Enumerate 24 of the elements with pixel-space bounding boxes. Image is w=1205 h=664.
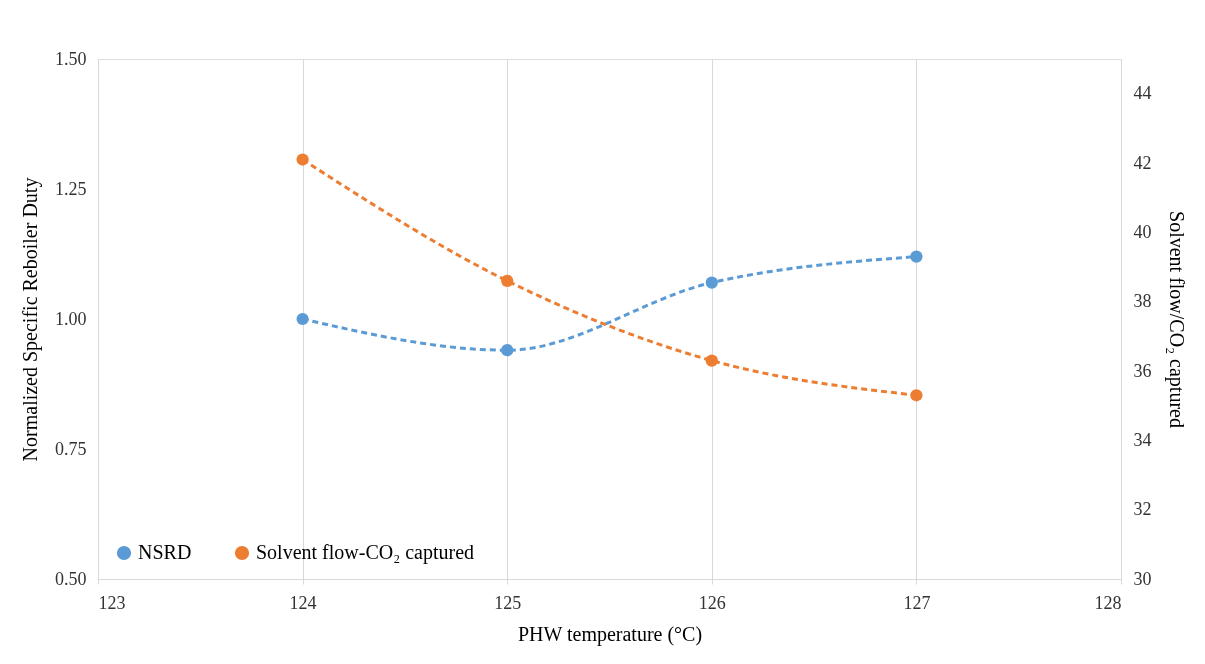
y2-tick-label: 40 bbox=[1133, 221, 1152, 242]
y-tick-label: 1.25 bbox=[55, 178, 87, 199]
y-tick-label: 0.50 bbox=[55, 568, 87, 589]
x-tick-label: 127 bbox=[903, 592, 931, 613]
y2-tick-label: 36 bbox=[1133, 360, 1152, 381]
x-tick-label: 124 bbox=[289, 592, 317, 613]
y2-tick-label: 42 bbox=[1133, 152, 1152, 173]
legend-label: NSRD bbox=[138, 541, 192, 563]
x-tick-label: 128 bbox=[1094, 592, 1122, 613]
y-axis-title: Normalized Specific Reboiler Duty bbox=[19, 177, 42, 462]
x-tick-label: 123 bbox=[98, 592, 126, 613]
y-tick-label: 1.00 bbox=[55, 308, 87, 329]
x-tick-label: 125 bbox=[494, 592, 522, 613]
y2-tick-label: 32 bbox=[1133, 499, 1152, 520]
y2-tick-label: 38 bbox=[1133, 291, 1152, 312]
y-tick-label: 0.75 bbox=[55, 438, 87, 459]
x-tick-label: 126 bbox=[698, 592, 726, 613]
y-tick-label: 1.50 bbox=[55, 48, 87, 69]
y2-axis-title: Solvent flow/CO₂ captured bbox=[1164, 211, 1188, 428]
y2-tick-label: 44 bbox=[1133, 83, 1152, 104]
y2-tick-label: 30 bbox=[1133, 568, 1152, 589]
y2-tick-label: 34 bbox=[1133, 429, 1152, 450]
x-axis-title: PHW temperature (°C) bbox=[517, 622, 703, 646]
legend-label: Solvent flow-CO₂ captured bbox=[256, 541, 475, 564]
